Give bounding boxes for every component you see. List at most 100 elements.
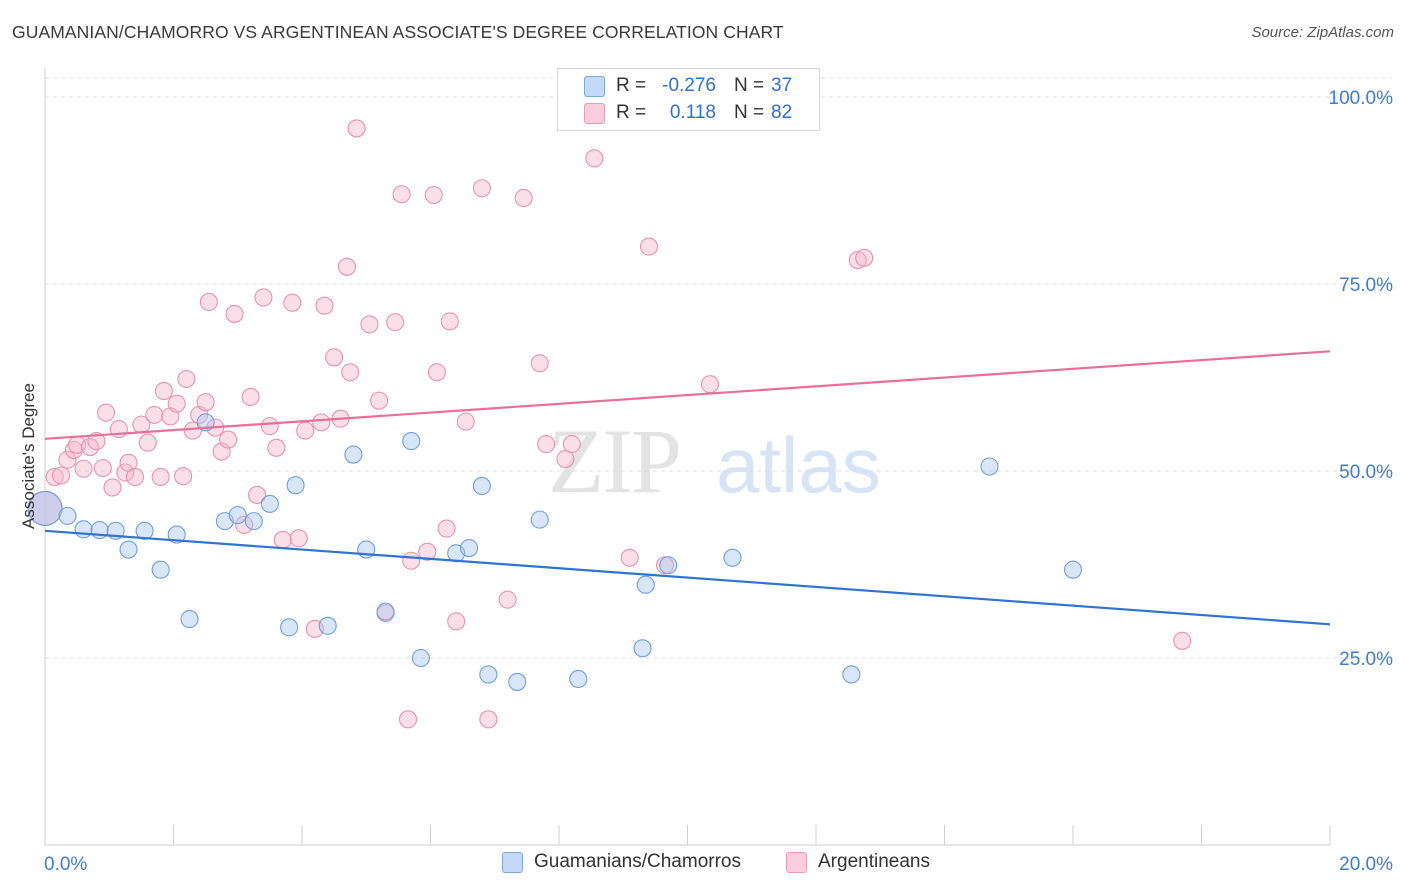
argentinean-point xyxy=(585,149,604,168)
guamanian-point xyxy=(244,512,263,531)
argentinean-point xyxy=(52,466,71,485)
argentinean-point xyxy=(537,435,556,454)
argentinean-point xyxy=(855,248,874,267)
y-tick-label: 75.0% xyxy=(1339,275,1393,296)
y-tick-label: 25.0% xyxy=(1339,649,1393,670)
r-value: -0.276 xyxy=(662,75,716,96)
argentinean-point xyxy=(447,612,466,631)
argentinean-point xyxy=(325,348,344,367)
argentinean-point xyxy=(267,438,286,457)
guamanian-point xyxy=(479,665,498,684)
guamanian-point xyxy=(74,520,93,539)
argentinean-point xyxy=(183,421,202,440)
guamanian-point xyxy=(167,525,186,544)
guamanian-point xyxy=(119,540,138,559)
argentinean-point xyxy=(260,417,279,436)
argentinean-point xyxy=(514,188,533,208)
guamanian-point xyxy=(151,560,170,579)
guamanian-point xyxy=(318,616,337,635)
argentinean-point xyxy=(241,387,260,406)
argentinean-point xyxy=(530,354,549,373)
argentinean-trend-line xyxy=(44,350,1331,440)
argentinean-point xyxy=(360,315,379,334)
y-axis-label: Associate's Degree xyxy=(19,383,38,529)
guamanian-point xyxy=(180,610,199,629)
argentinean-point xyxy=(370,391,389,410)
argentinean-point xyxy=(424,185,443,205)
argentinean-point xyxy=(196,393,215,412)
n-label: N = xyxy=(734,75,765,96)
legend-label: Argentineans xyxy=(818,851,930,872)
argentinean-point xyxy=(283,293,302,312)
guamanian-point xyxy=(472,476,491,496)
argentinean-point xyxy=(235,515,254,534)
argentinean-point xyxy=(1173,631,1192,650)
r-label: R = xyxy=(616,102,647,123)
argentinean-point xyxy=(296,421,315,440)
argentinean-point xyxy=(347,119,366,138)
stats-legend: R = -0.276 N = 37 R = 0.118 N = 82 xyxy=(557,68,820,131)
guamanian-point xyxy=(344,445,363,464)
guamanian-point xyxy=(260,494,279,513)
zipatlas-watermark: ZIP atlas xyxy=(548,410,881,512)
argentinean-point xyxy=(456,412,475,431)
argentinean-point xyxy=(125,467,144,487)
guamanian-point xyxy=(411,648,430,668)
argentinean-point xyxy=(398,710,418,729)
guamanian-point xyxy=(228,506,247,525)
argentinean-point xyxy=(472,179,491,198)
argentinean-point xyxy=(273,530,292,549)
argentinean-point xyxy=(87,432,106,451)
argentinean-point xyxy=(440,312,459,331)
n-value: 82 xyxy=(771,102,793,123)
argentinean-point xyxy=(620,548,639,567)
argentinean-point xyxy=(700,375,720,394)
argentinean-point xyxy=(498,590,517,609)
argentinean-point xyxy=(174,467,193,486)
argentinean-point xyxy=(219,430,238,449)
argentinean-point xyxy=(225,304,244,323)
chart-title: GUAMANIAN/CHAMORRO VS ARGENTINEAN ASSOCI… xyxy=(12,22,784,42)
guamanian-point xyxy=(27,490,63,526)
guamanian-point xyxy=(402,432,421,451)
argentinean-point xyxy=(96,403,116,422)
argentinean-point xyxy=(58,450,77,469)
guamanian-point xyxy=(530,510,549,529)
argentinean-point xyxy=(315,296,334,315)
x-tick-label: 20.0% xyxy=(1339,854,1393,875)
argentinean-point xyxy=(45,467,64,487)
guamanian-point xyxy=(135,521,154,540)
argentineans-points xyxy=(27,80,1192,729)
legend-label: Guamanians/Chamorros xyxy=(534,851,741,872)
argentinean-point xyxy=(138,433,157,452)
argentinean-point xyxy=(74,459,93,478)
x-tick-label: 0.0% xyxy=(44,854,87,875)
argentinean-point xyxy=(145,405,164,424)
y-tick-label: 100.0% xyxy=(1329,88,1394,109)
argentinean-point xyxy=(151,467,170,487)
gridlines xyxy=(45,77,1392,659)
guamanian-point xyxy=(376,602,395,621)
guamanian-point xyxy=(633,639,652,658)
guamanian-point xyxy=(569,669,588,688)
y-tick-label: 50.0% xyxy=(1339,462,1393,483)
n-label: N = xyxy=(734,102,765,123)
argentineans-legend-swatch xyxy=(786,851,807,873)
legend-item-guamanians[interactable]: Guamanians/Chamorros xyxy=(502,851,741,873)
guamanians-swatch xyxy=(584,75,605,97)
guamanian-point xyxy=(636,575,655,594)
guamanian-point xyxy=(980,457,999,476)
legend-item-argentineans[interactable]: Argentineans xyxy=(786,851,930,873)
source-credit: Source: ZipAtlas.com xyxy=(1251,24,1394,41)
argentinean-point xyxy=(154,381,173,401)
guamanian-point xyxy=(842,665,861,684)
argentinean-point xyxy=(337,257,357,276)
svg-text:ZIP: ZIP xyxy=(548,410,680,512)
argentinean-point xyxy=(479,710,498,729)
argentinean-point xyxy=(562,435,581,454)
guamanian-point xyxy=(723,548,742,567)
guamanian-point xyxy=(280,618,299,637)
argentinean-point xyxy=(247,485,267,504)
axes xyxy=(44,68,1331,846)
